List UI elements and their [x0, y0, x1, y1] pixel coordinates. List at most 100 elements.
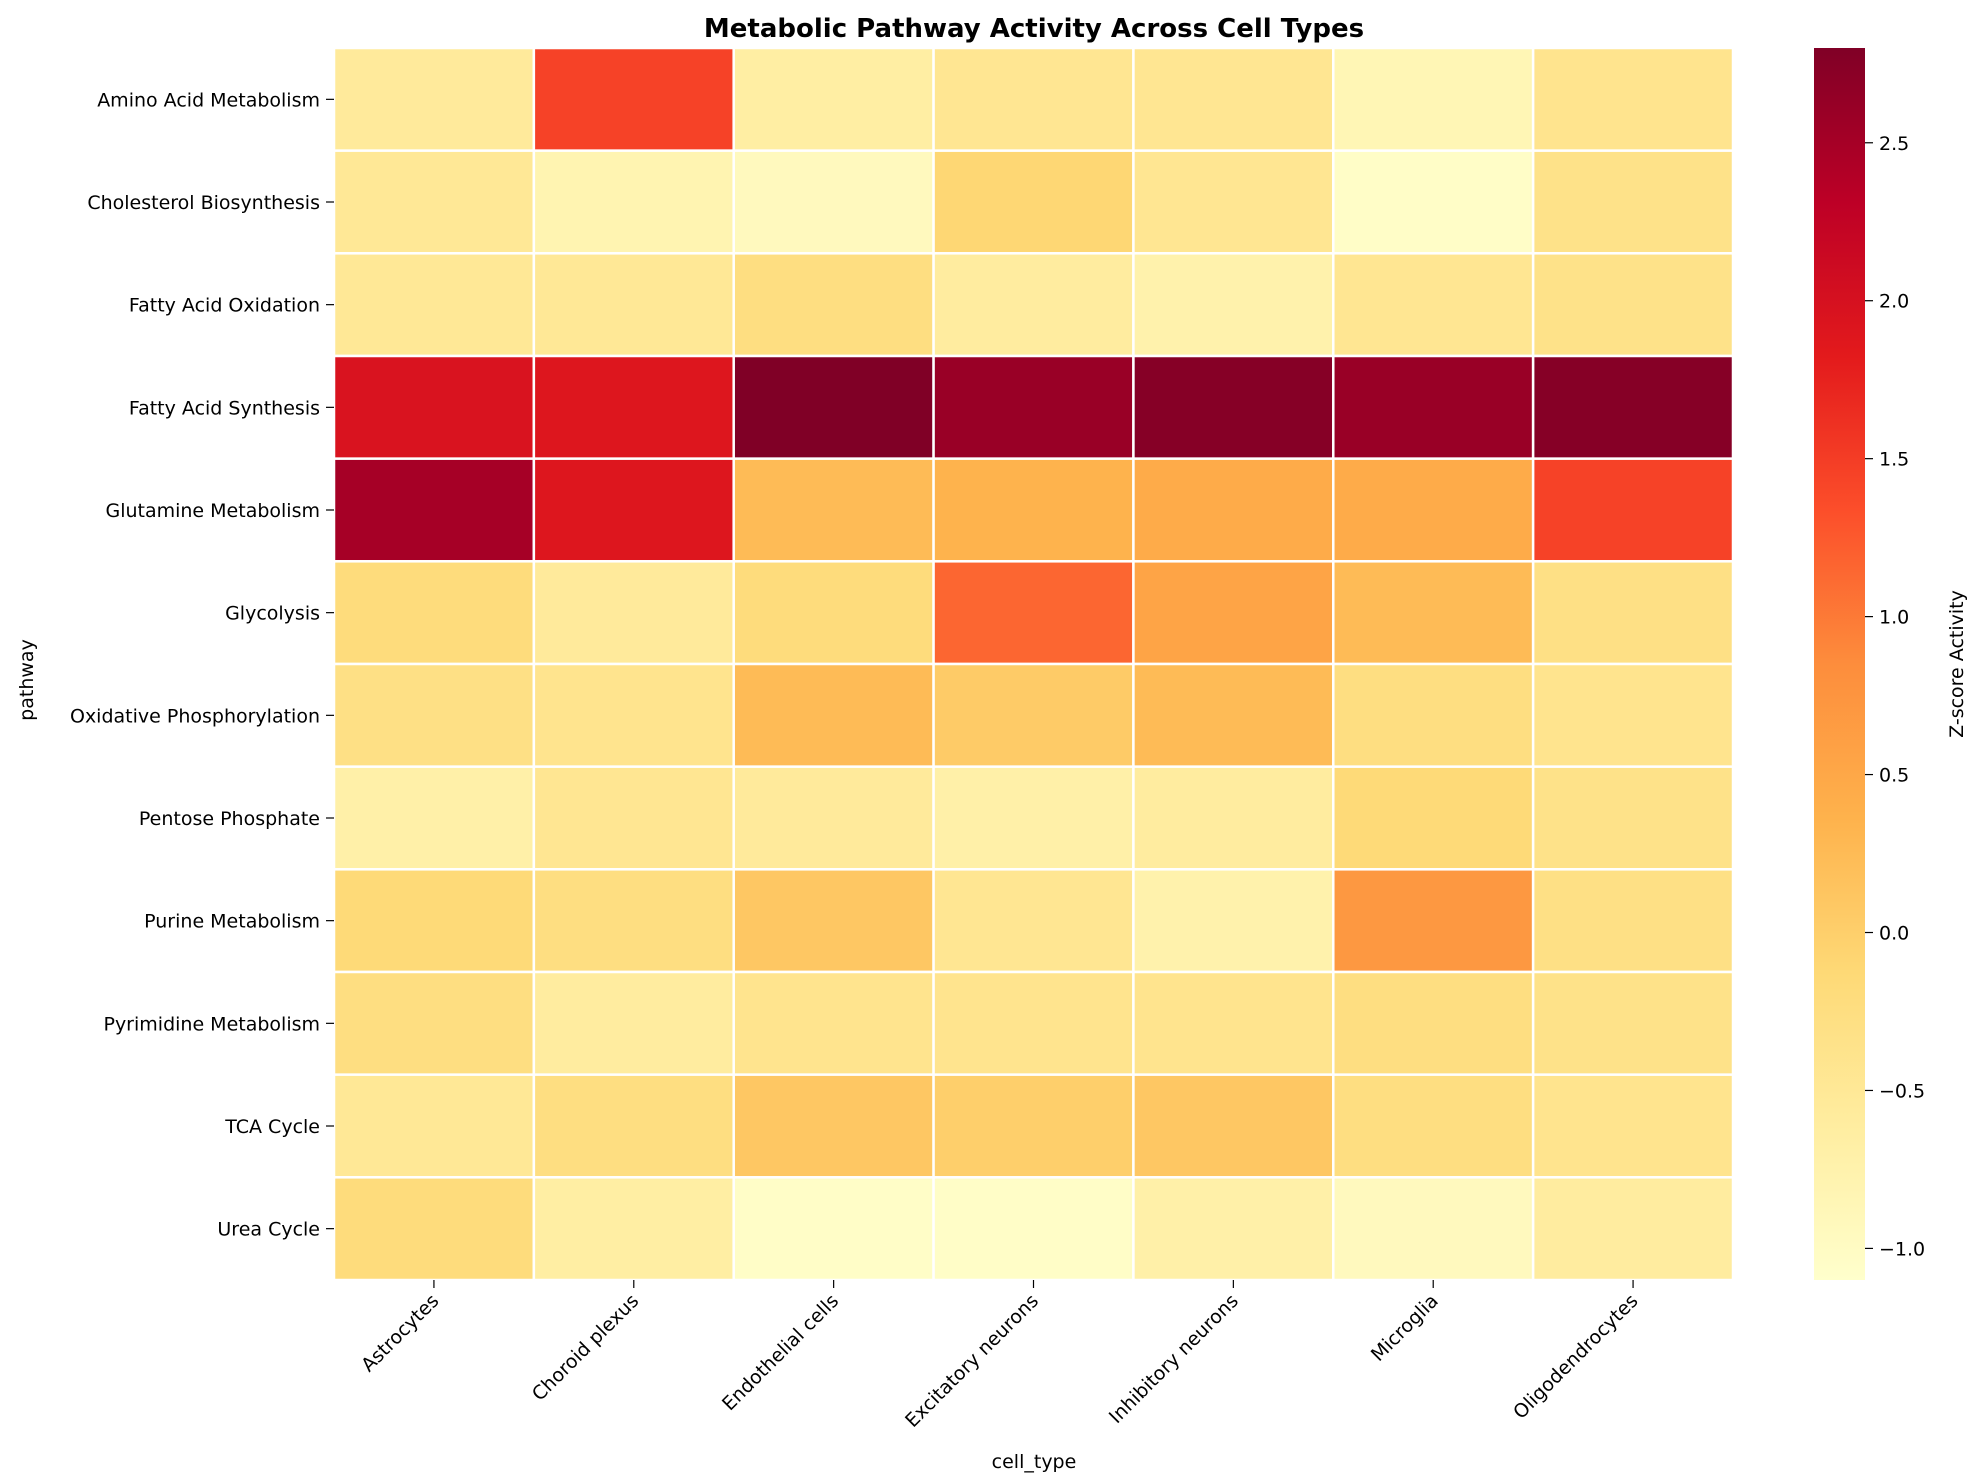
y-tick-label: Urea Cycle [217, 1219, 320, 1241]
heatmap-cell [532, 149, 735, 255]
x-tick-label: Astrocytes [357, 1290, 443, 1376]
heatmap-cell [932, 46, 1135, 152]
heatmap-cell [532, 46, 735, 152]
heatmap-cell [332, 46, 536, 152]
heatmap-cell [532, 970, 735, 1076]
heatmap-cell [1332, 354, 1535, 460]
heatmap-cell [1531, 868, 1735, 974]
x-tick-label: Inhibitory neurons [1105, 1290, 1243, 1428]
heatmap-cells [332, 46, 1735, 1282]
heatmap-cell [332, 662, 536, 768]
heatmap-cell [732, 457, 935, 563]
heatmap-cell [1132, 354, 1335, 460]
heatmap-cell [1531, 46, 1735, 152]
heatmap-cell [332, 457, 536, 563]
y-tick-label: Pentose Phosphate [139, 808, 320, 830]
heatmap-cell [1531, 765, 1735, 871]
heatmap-cell [732, 662, 935, 768]
heatmap-cell [732, 560, 935, 666]
heatmap-cell [1132, 1073, 1335, 1179]
heatmap-cell [732, 970, 935, 1076]
x-tick-label: Excitatory neurons [901, 1290, 1043, 1432]
colorbar-tick-label: 1.0 [1879, 607, 1909, 629]
heatmap-cell [732, 1176, 935, 1282]
heatmap-cell [1132, 868, 1335, 974]
heatmap-cell [1332, 970, 1535, 1076]
colorbar-tick-label: 2.0 [1879, 291, 1909, 313]
heatmap-cell [1531, 1176, 1735, 1282]
heatmap-cell [1332, 46, 1535, 152]
heatmap-cell [1332, 1073, 1535, 1179]
heatmap-cell [532, 252, 735, 358]
colorbar: −1.0 −0.5 0.0 0.5 1.0 1.5 2.0 2.5 Z-score Activ… [1814, 48, 1968, 1280]
heatmap-cell [532, 560, 735, 666]
x-tick-label: Oligodendrocytes [1509, 1290, 1643, 1424]
x-tick-label: Choroid plexus [528, 1290, 643, 1405]
heatmap-cell [1132, 252, 1335, 358]
heatmap-cell [1132, 46, 1335, 152]
heatmap-cell [1132, 1176, 1335, 1282]
heatmap-cell [1132, 970, 1335, 1076]
heatmap-cell [1132, 560, 1335, 666]
heatmap-cell [732, 1073, 935, 1179]
heatmap-cell [332, 970, 536, 1076]
y-axis-ticks: Amino Acid Metabolism Cholesterol Biosynt… [70, 89, 334, 1241]
heatmap-cell [332, 1176, 536, 1282]
heatmap-cell [1531, 149, 1735, 255]
heatmap-cell [1332, 252, 1535, 358]
colorbar-tick-label: 1.5 [1879, 449, 1909, 471]
y-tick-label: Fatty Acid Synthesis [129, 397, 320, 419]
heatmap-cell [532, 662, 735, 768]
heatmap-cell [332, 354, 536, 460]
heatmap-cell [732, 46, 935, 152]
y-tick-label: TCA Cycle [224, 1116, 320, 1138]
heatmap-cell [732, 868, 935, 974]
heatmap-cell [932, 1176, 1135, 1282]
colorbar-gradient [1814, 48, 1865, 1280]
heatmap-cell [932, 868, 1135, 974]
heatmap-cell [1531, 560, 1735, 666]
y-axis-label: pathway [16, 639, 38, 721]
y-tick-label: Purine Metabolism [144, 911, 320, 933]
heatmap-cell [532, 354, 735, 460]
colorbar-tick-label: 2.5 [1879, 133, 1909, 155]
heatmap-cell [932, 354, 1135, 460]
heatmap-cell [1332, 662, 1535, 768]
colorbar-tick-label: −0.5 [1879, 1080, 1925, 1102]
heatmap-cell [332, 560, 536, 666]
heatmap-cell [1132, 662, 1335, 768]
colorbar-tick-label: 0.0 [1879, 923, 1909, 945]
x-tick-label: Endothelial cells [718, 1290, 843, 1415]
chart-title: Metabolic Pathway Activity Across Cell T… [704, 14, 1364, 44]
heatmap-cell [1332, 560, 1535, 666]
heatmap-cell [1531, 662, 1735, 768]
heatmap-cell [332, 252, 536, 358]
heatmap-cell [1132, 765, 1335, 871]
heatmap-cell [532, 1073, 735, 1179]
heatmap-cell [932, 662, 1135, 768]
y-tick-label: Fatty Acid Oxidation [129, 295, 320, 317]
heatmap-cell [1531, 1073, 1735, 1179]
heatmap-cell [532, 765, 735, 871]
heatmap-cell [732, 765, 935, 871]
heatmap-cell [1332, 1176, 1535, 1282]
heatmap-cell [532, 868, 735, 974]
colorbar-tick-label: −1.0 [1879, 1238, 1925, 1260]
heatmap-cell [332, 149, 536, 255]
heatmap-cell [532, 457, 735, 563]
heatmap-cell [1531, 970, 1735, 1076]
heatmap-cell [1531, 457, 1735, 563]
heatmap-cell [1332, 868, 1535, 974]
y-tick-label: Oxidative Phosphorylation [70, 705, 320, 727]
heatmap-cell [732, 252, 935, 358]
heatmap-cell [932, 560, 1135, 666]
heatmap-cell [932, 252, 1135, 358]
x-tick-label: Microglia [1367, 1290, 1443, 1366]
x-axis-label: cell_type [992, 1451, 1077, 1473]
heatmap-cell [1332, 149, 1535, 255]
heatmap-cell [932, 457, 1135, 563]
colorbar-label: Z-score Activity [1946, 590, 1968, 738]
heatmap-cell [1132, 149, 1335, 255]
heatmap-cell [1531, 252, 1735, 358]
